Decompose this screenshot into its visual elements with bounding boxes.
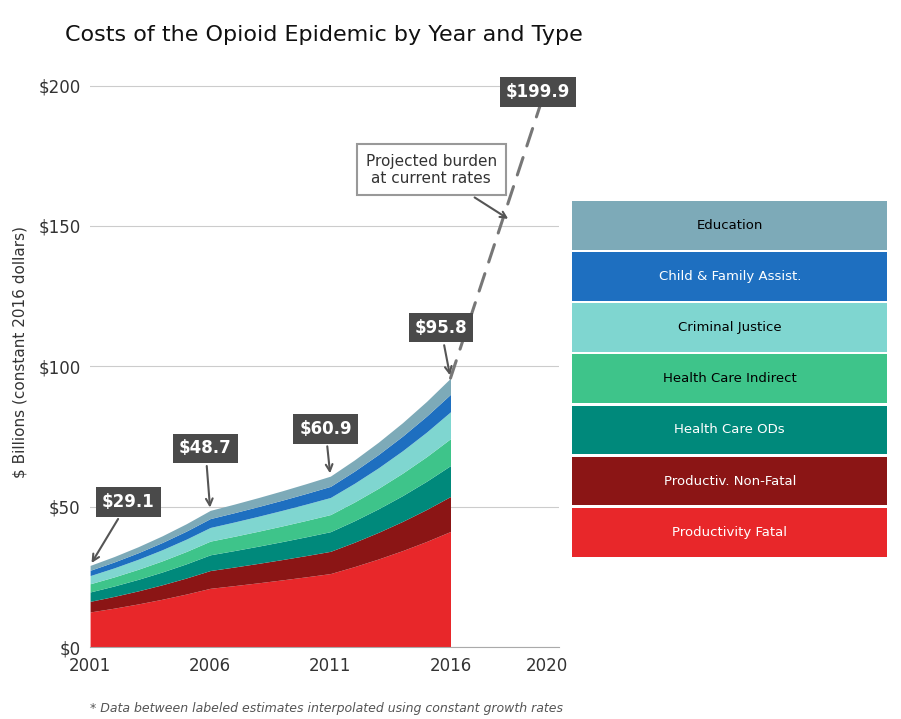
- Text: $60.9: $60.9: [299, 420, 351, 471]
- Y-axis label: $ Billions (constant 2016 dollars): $ Billions (constant 2016 dollars): [12, 226, 27, 478]
- Text: $199.9: $199.9: [505, 83, 570, 101]
- Text: Health Care Indirect: Health Care Indirect: [663, 372, 796, 385]
- Text: Health Care ODs: Health Care ODs: [675, 423, 785, 436]
- Text: Productiv. Non-Fatal: Productiv. Non-Fatal: [664, 475, 796, 487]
- Text: Projected burden
at current rates: Projected burden at current rates: [366, 154, 506, 218]
- Text: Criminal Justice: Criminal Justice: [678, 321, 782, 334]
- Title: Costs of the Opioid Epidemic by Year and Type: Costs of the Opioid Epidemic by Year and…: [66, 25, 583, 45]
- Text: * Data between labeled estimates interpolated using constant growth rates: * Data between labeled estimates interpo…: [90, 702, 563, 715]
- Text: Child & Family Assist.: Child & Family Assist.: [659, 270, 801, 283]
- Text: $29.1: $29.1: [93, 493, 155, 561]
- Text: $48.7: $48.7: [179, 439, 232, 505]
- Text: $95.8: $95.8: [414, 319, 467, 373]
- Text: Productivity Fatal: Productivity Fatal: [672, 526, 787, 539]
- Text: Education: Education: [696, 219, 763, 232]
